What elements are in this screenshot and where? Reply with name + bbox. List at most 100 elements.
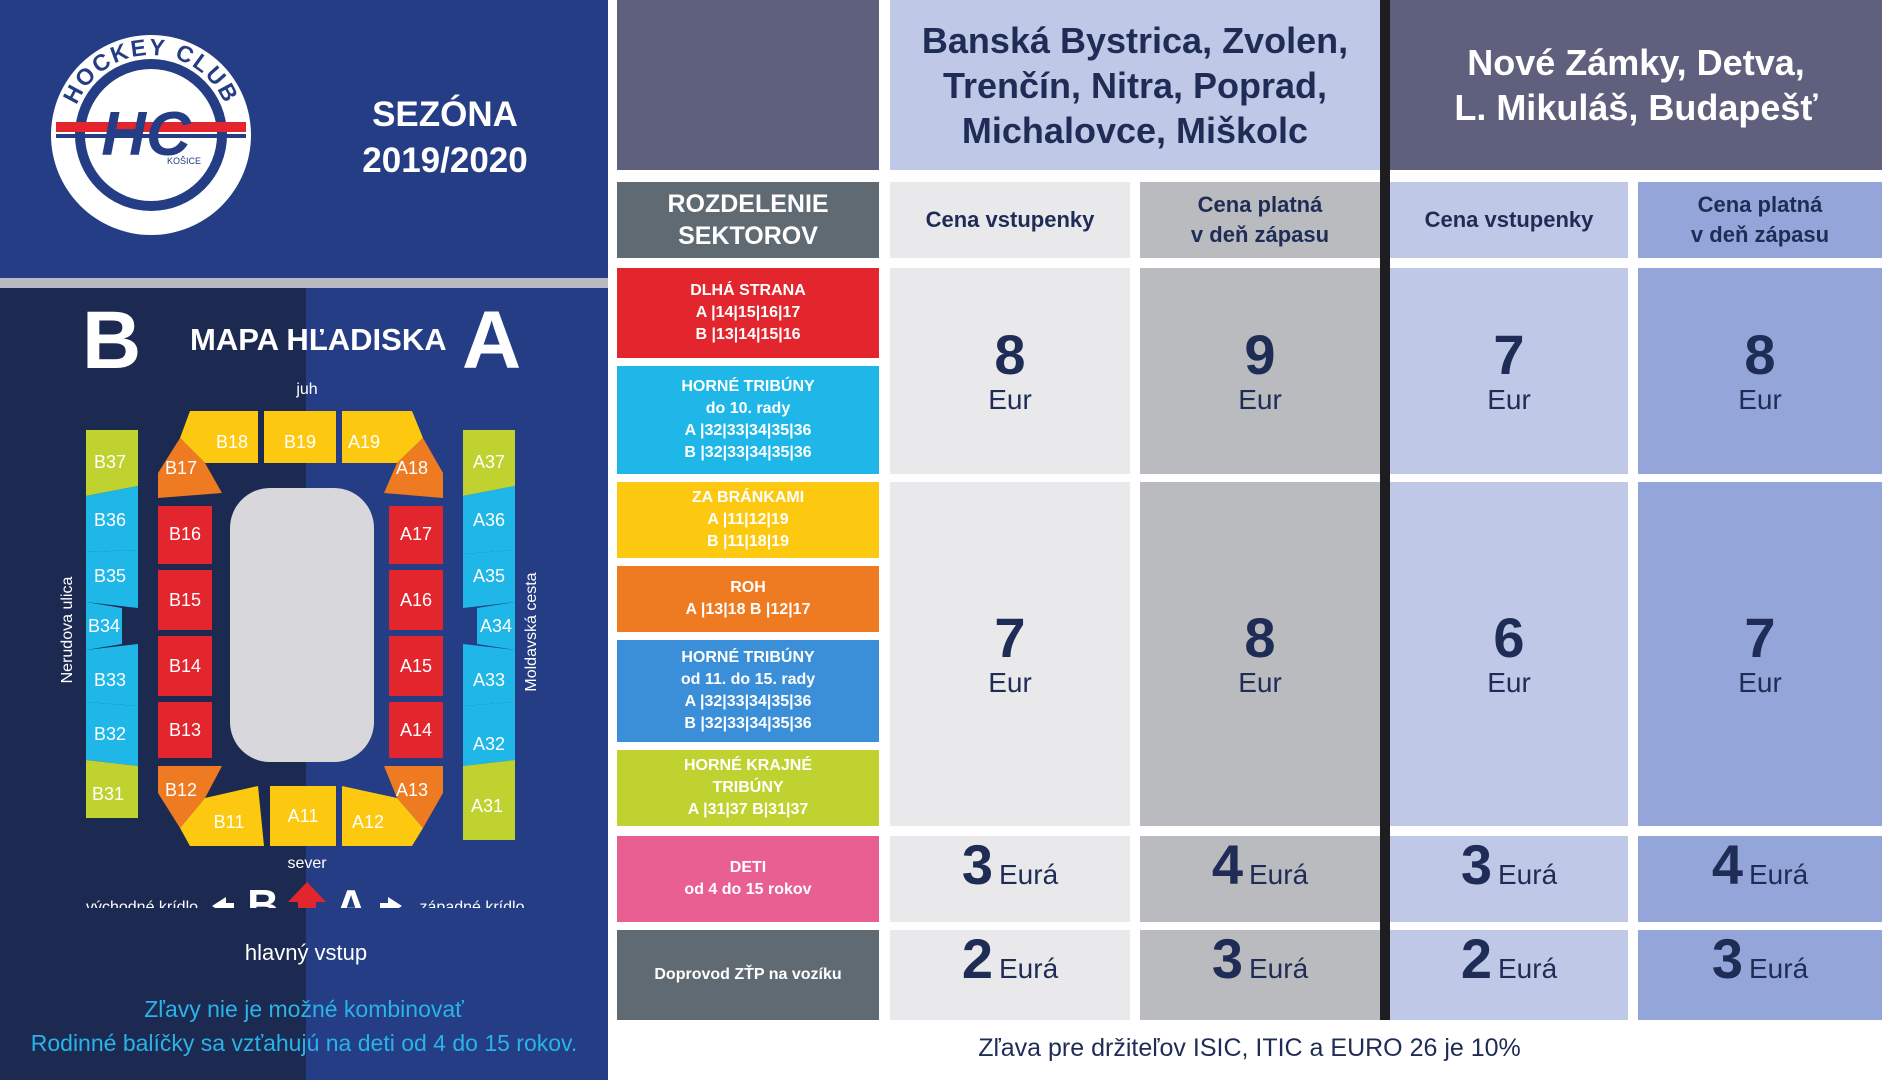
arrow-left-icon bbox=[212, 897, 226, 908]
segment-kids-age: od 4 do 15 rokov bbox=[684, 881, 812, 898]
segment-long-side-title: DLHÁ STRANA bbox=[690, 282, 806, 299]
sector-b35[interactable] bbox=[86, 550, 138, 608]
left-separator bbox=[0, 278, 608, 288]
label-b17: B17 bbox=[165, 458, 197, 478]
sector-a14[interactable] bbox=[389, 702, 443, 758]
price-value: 6 bbox=[1493, 606, 1525, 669]
price-currency: Eurá bbox=[1749, 859, 1809, 890]
price-kids-col2: 4 Eurá bbox=[1140, 836, 1380, 922]
sector-b32[interactable] bbox=[86, 702, 138, 766]
label-a34: A34 bbox=[480, 616, 512, 636]
entrance-letter-b: B bbox=[247, 881, 279, 908]
price-value: 2 bbox=[961, 927, 993, 990]
sector-a36[interactable] bbox=[463, 486, 515, 554]
sector-a18[interactable] bbox=[384, 438, 443, 498]
segment-goals-a: A |11|12|19 bbox=[707, 511, 789, 528]
label-east-street: Moldavská cesta bbox=[523, 572, 540, 691]
entrance-letter-a: A bbox=[335, 881, 367, 908]
sector-b36[interactable] bbox=[86, 486, 138, 552]
sector-b33[interactable] bbox=[86, 644, 138, 706]
sector-b34[interactable] bbox=[86, 602, 122, 650]
sector-a33[interactable] bbox=[463, 644, 515, 706]
sector-b11[interactable] bbox=[180, 786, 264, 846]
header-group1: Banská Bystrica, Zvolen, Trenčín, Nitra,… bbox=[890, 0, 1380, 170]
col-match-day-1-line1: Cena platná bbox=[1197, 192, 1323, 217]
label-b15: B15 bbox=[169, 590, 201, 610]
price-row1-col4: 8 Eur bbox=[1638, 268, 1882, 474]
price-value: 8 bbox=[1244, 606, 1276, 669]
price-currency: Eur bbox=[1738, 667, 1782, 698]
sector-a37[interactable] bbox=[463, 430, 515, 496]
note-line2: Rodinné balíčky sa vzťahujú na deti od 4… bbox=[30, 1030, 578, 1056]
price-currency: Eur bbox=[1738, 384, 1782, 415]
segment-outer: HORNÉ KRAJNÉ TRIBÚNY A |31|37 B|31|37 bbox=[617, 750, 879, 826]
label-b19: B19 bbox=[284, 432, 316, 452]
sector-a35[interactable] bbox=[463, 550, 515, 608]
col-match-day-1: Cena platná v deň zápasu bbox=[1140, 182, 1380, 258]
price-row1-col3: 7 Eur bbox=[1390, 268, 1628, 474]
label-a37: A37 bbox=[473, 452, 505, 472]
segment-long-side: DLHÁ STRANA A |14|15|16|17 B |13|14|15|1… bbox=[617, 268, 879, 358]
label-a15: A15 bbox=[400, 656, 432, 676]
sector-b17[interactable] bbox=[158, 438, 222, 498]
sector-a31[interactable] bbox=[463, 760, 515, 840]
hc-kosice-logo: HOCKEY CLUB KOŠICE HC KOŠICE bbox=[51, 34, 251, 235]
label-b37: B37 bbox=[94, 452, 126, 472]
sectors-heading-line1: ROZDELENIE bbox=[667, 190, 829, 218]
sector-a19[interactable] bbox=[342, 411, 423, 463]
note-line1: Zľavy nie je možné kombinovať bbox=[144, 996, 464, 1022]
label-west-street: Nerudova ulica bbox=[59, 577, 76, 684]
price-row1-col2: 9 Eur bbox=[1140, 268, 1380, 474]
price-value: 3 bbox=[961, 833, 993, 896]
segment-goals: ZA BRÁNKAMI A |11|12|19 B |11|18|19 bbox=[617, 482, 879, 558]
segment-corner: ROH A |13|18 B |12|17 bbox=[617, 566, 879, 632]
group1-line3: Michalovce, Miškolc bbox=[961, 109, 1309, 151]
sector-a17[interactable] bbox=[389, 506, 443, 564]
sector-a34[interactable] bbox=[477, 602, 515, 650]
sector-b13[interactable] bbox=[158, 702, 212, 758]
price-kids-col1: 3 Eurá bbox=[890, 836, 1130, 922]
segment-upper-15-a: A |32|33|34|35|36 bbox=[684, 693, 812, 710]
segment-upper-10-b: B |32|33|34|35|36 bbox=[684, 444, 812, 461]
label-west-wing: západné krídlo bbox=[420, 899, 525, 908]
segment-wheelchair: Doprovod ZŤP na vozíku bbox=[617, 930, 879, 1020]
segment-kids-title: DETI bbox=[729, 859, 767, 876]
price-value: 9 bbox=[1244, 323, 1276, 386]
col-match-day-1-line2: v deň zápasu bbox=[1190, 222, 1330, 247]
sector-b37[interactable] bbox=[86, 430, 138, 496]
segment-wheelchair-title: Doprovod ZŤP na vozíku bbox=[654, 966, 842, 983]
label-a36: A36 bbox=[473, 510, 505, 530]
sector-a13[interactable] bbox=[384, 766, 443, 828]
sector-a15[interactable] bbox=[389, 636, 443, 696]
sector-b15[interactable] bbox=[158, 570, 212, 630]
season-line2: 2019/2020 bbox=[362, 141, 528, 180]
sector-a32[interactable] bbox=[463, 702, 515, 766]
segment-kids: DETI od 4 do 15 rokov bbox=[617, 836, 879, 922]
segment-long-side-b: B |13|14|15|16 bbox=[695, 326, 801, 343]
sector-b16[interactable] bbox=[158, 506, 212, 564]
price-value: 4 bbox=[1211, 833, 1243, 896]
sector-b18[interactable] bbox=[180, 411, 258, 463]
price-row2-col1: 7 Eur bbox=[890, 482, 1130, 826]
sector-a12[interactable] bbox=[342, 786, 423, 846]
col-match-day-2-line2: v deň zápasu bbox=[1690, 222, 1830, 247]
segment-goals-b: B |11|18|19 bbox=[707, 533, 789, 550]
sector-b19[interactable] bbox=[264, 411, 336, 463]
sector-b14[interactable] bbox=[158, 636, 212, 696]
price-currency: Eur bbox=[1238, 384, 1282, 415]
price-kids-col3: 3 Eurá bbox=[1390, 836, 1628, 922]
segment-outer-title1: HORNÉ KRAJNÉ bbox=[683, 757, 812, 774]
price-kids-col4: 4 Eurá bbox=[1638, 836, 1882, 922]
label-b32: B32 bbox=[94, 724, 126, 744]
sector-a16[interactable] bbox=[389, 570, 443, 630]
sector-b12[interactable] bbox=[158, 766, 222, 828]
sector-a11[interactable] bbox=[270, 786, 336, 846]
col-ticket-price-2-label: Cena vstupenky bbox=[1424, 207, 1594, 232]
sector-b31[interactable] bbox=[86, 760, 138, 818]
price-wheelchair-col2: 3 Eurá bbox=[1140, 930, 1380, 1020]
price-value: 7 bbox=[1744, 606, 1776, 669]
segment-upper-15-b: B |32|33|34|35|36 bbox=[684, 715, 812, 732]
arrow-up-icon bbox=[288, 882, 326, 908]
col-match-day-2: Cena platná v deň zápasu bbox=[1638, 182, 1882, 258]
logo-small-text: KOŠICE bbox=[167, 156, 201, 166]
